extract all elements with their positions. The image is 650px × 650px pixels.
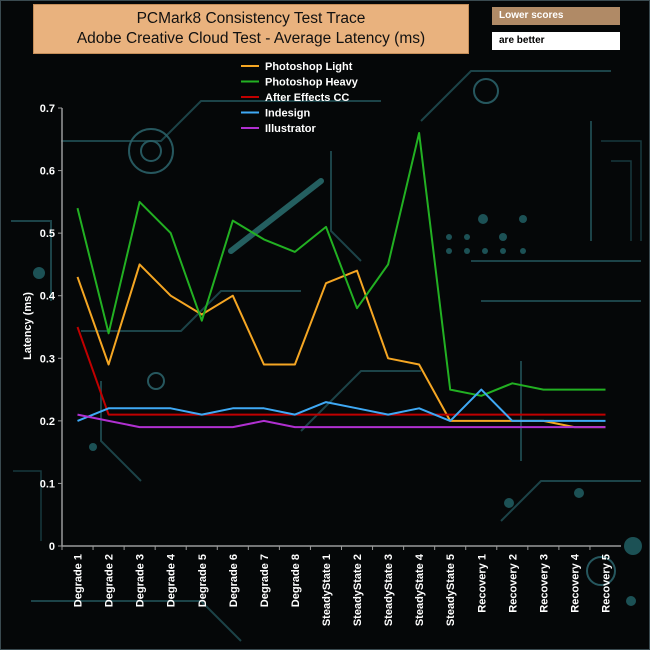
x-tick-label: Degrade 5 (197, 554, 209, 607)
series-line (76, 132, 606, 397)
x-axis-ticks: Degrade 1 Degrade 2 Degrade 3 Degrade 4 Degr… (61, 546, 612, 626)
x-tick-label: Recovery 1 (476, 554, 488, 613)
series-line (76, 326, 606, 416)
legend-label: Photoshop Light (265, 61, 353, 73)
legend-label: After Effects CC (265, 92, 349, 104)
y-tick-label: 0.2 (40, 416, 55, 428)
y-tick-label: 0.1 (40, 478, 55, 490)
y-tick-label: 0.5 (40, 228, 55, 240)
series-line (76, 263, 606, 429)
note-lower-scores: Lower scores (492, 7, 620, 25)
x-tick-label: Degrade 8 (290, 554, 302, 607)
x-tick-label: SteadyState 5 (445, 554, 457, 626)
y-tick-label: 0 (49, 541, 55, 553)
chart-axes (61, 108, 621, 547)
legend-label: Photoshop Heavy (265, 77, 359, 89)
x-tick-label: SteadyState 2 (352, 554, 364, 626)
x-tick-label: Degrade 1 (73, 554, 85, 607)
x-tick-label: Degrade 3 (135, 554, 147, 607)
x-tick-label: Recovery 2 (507, 554, 519, 613)
series-line (77, 388, 606, 422)
chart-title-line-1: PCMark8 Consistency Test Trace (136, 10, 366, 27)
y-tick-label: 0.7 (40, 103, 55, 115)
x-tick-label: Recovery 3 (538, 554, 550, 613)
legend-label: Illustrator (265, 123, 316, 135)
y-axis-label: Latency (ms) (22, 292, 34, 360)
y-tick-label: 0.6 (40, 166, 55, 178)
legend-label: Indesign (265, 108, 311, 120)
x-tick-label: Recovery 5 (600, 554, 612, 613)
x-tick-label: Degrade 6 (228, 554, 240, 607)
series-line (77, 413, 606, 429)
x-tick-label: SteadyState 1 (321, 554, 333, 626)
x-tick-label: Recovery 4 (569, 553, 581, 613)
chart-title-box: PCMark8 Consistency Test Trace Adobe Cre… (33, 4, 469, 54)
legend: Photoshop Light Photoshop Heavy After Eff… (241, 61, 359, 135)
series-lines (76, 132, 606, 429)
chart-title-line-2: Adobe Creative Cloud Test - Average Late… (76, 30, 426, 47)
x-tick-label: Degrade 7 (259, 554, 271, 607)
y-tick-label: 0.4 (40, 291, 56, 303)
x-tick-label: Degrade 2 (104, 554, 116, 607)
x-tick-label: SteadyState 3 (383, 554, 395, 626)
x-tick-label: Degrade 4 (166, 553, 178, 607)
note-are-better: are better (492, 32, 620, 50)
y-tick-label: 0.3 (40, 353, 55, 365)
y-axis-ticks: 0 0.1 0.2 0.3 0.4 0.5 0.6 0.7 (40, 103, 62, 553)
x-tick-label: SteadyState 4 (414, 553, 426, 626)
